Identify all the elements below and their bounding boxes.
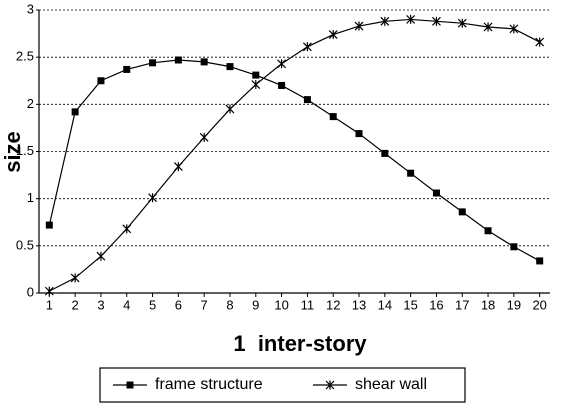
x-tick-label: 16 <box>429 297 443 312</box>
y-tick-label: 2 <box>27 96 34 111</box>
y-tick-label: 3 <box>27 1 34 16</box>
x-tick-label: 19 <box>507 297 521 312</box>
marker <box>278 81 286 89</box>
marker <box>174 56 182 64</box>
legend-box <box>99 367 466 403</box>
marker <box>325 380 335 390</box>
marker <box>406 14 416 24</box>
marker <box>149 59 157 67</box>
x-tick-label: 8 <box>226 297 233 312</box>
marker <box>71 108 79 116</box>
y-tick-label: 0 <box>27 284 34 299</box>
x-tick-label: 1 <box>46 297 53 312</box>
marker <box>226 63 234 71</box>
marker <box>173 162 183 172</box>
x-tick-label: 11 <box>301 297 315 312</box>
marker <box>536 257 544 265</box>
marker <box>458 208 466 216</box>
marker <box>225 104 235 114</box>
marker <box>432 16 441 26</box>
marker <box>354 21 364 31</box>
marker <box>535 37 545 47</box>
marker <box>328 30 338 40</box>
marker <box>44 286 54 296</box>
marker <box>200 58 208 66</box>
marker <box>96 251 106 261</box>
x-tick-label: 14 <box>378 297 392 312</box>
x-tick-label: 5 <box>149 297 156 312</box>
marker <box>355 130 363 138</box>
marker <box>123 65 131 73</box>
marker <box>97 77 105 85</box>
x-tick-label: 3 <box>97 297 104 312</box>
marker <box>432 189 440 197</box>
marker <box>381 149 389 157</box>
marker <box>70 273 80 283</box>
marker <box>148 193 157 203</box>
marker <box>484 227 492 235</box>
marker <box>510 243 518 251</box>
y-tick-label: 1.5 <box>16 143 34 158</box>
legend-label: frame structure <box>155 376 263 393</box>
marker <box>457 18 467 28</box>
x-tick-label: 12 <box>326 297 340 312</box>
y-axis-title: size <box>0 131 25 173</box>
x-tick-label: 13 <box>352 297 366 312</box>
marker <box>380 16 390 26</box>
y-tick-label: 0.5 <box>16 237 34 252</box>
marker <box>126 381 134 389</box>
marker <box>277 59 287 69</box>
marker <box>407 169 415 177</box>
x-tick-label: 4 <box>123 297 130 312</box>
legend-label: shear wall <box>355 376 427 393</box>
x-tick-label: 6 <box>175 297 182 312</box>
marker <box>302 42 312 52</box>
x-axis-title: 1 inter-story <box>233 331 367 356</box>
y-tick-label: 1 <box>27 190 34 205</box>
marker <box>252 71 260 79</box>
x-tick-label: 20 <box>532 297 546 312</box>
series-line <box>48 59 540 262</box>
x-tick-label: 18 <box>481 297 495 312</box>
marker <box>199 132 209 142</box>
marker <box>251 80 261 90</box>
marker <box>329 113 337 121</box>
x-tick-label: 10 <box>274 297 288 312</box>
marker <box>303 96 311 104</box>
y-tick-label: 2.5 <box>16 49 34 64</box>
series-line <box>49 18 540 292</box>
x-tick-label: 15 <box>403 297 417 312</box>
marker <box>45 221 53 229</box>
x-tick-label: 7 <box>201 297 208 312</box>
marker <box>122 224 132 234</box>
marker <box>483 22 493 32</box>
marker <box>509 24 519 34</box>
x-tick-label: 2 <box>72 297 79 312</box>
x-tick-label: 17 <box>455 297 469 312</box>
x-tick-label: 9 <box>252 297 259 312</box>
